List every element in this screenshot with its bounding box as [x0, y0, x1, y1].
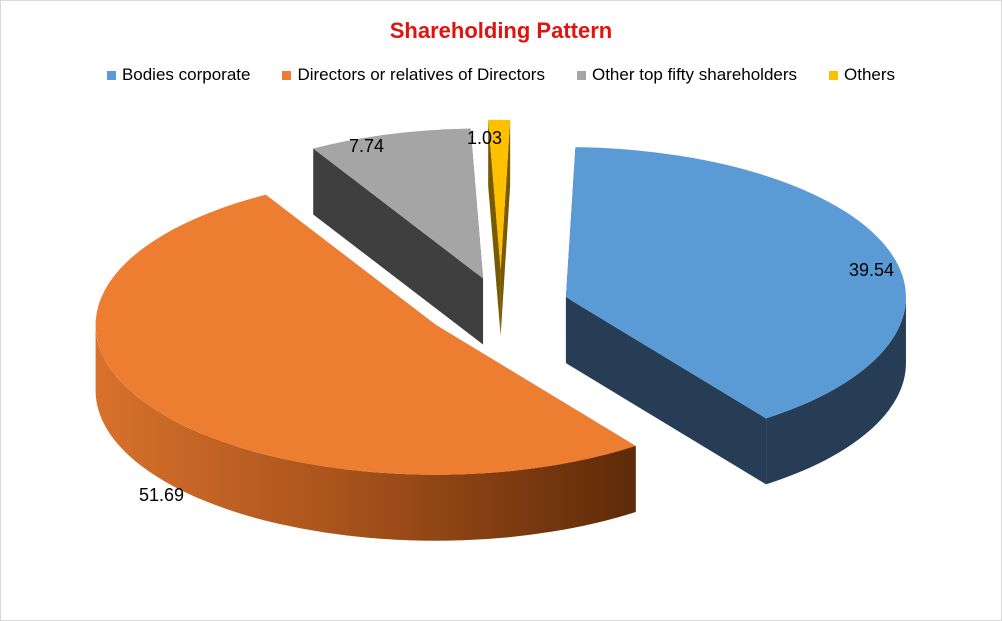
slice-others	[488, 119, 511, 336]
legend-swatch	[576, 70, 586, 80]
data-label-other-top-fifty: 7.74	[349, 136, 384, 156]
data-label-bodies-corporate: 39.54	[849, 260, 894, 280]
slice-directors	[95, 194, 636, 541]
legend-label: Others	[844, 65, 896, 84]
slice-other-top-fifty-top	[313, 128, 484, 279]
chart-title: Shareholding Pattern	[389, 18, 613, 43]
slice-directors-rim	[95, 324, 636, 541]
slice-other-top-fifty-wall-start	[313, 148, 484, 345]
slice-bodies-corporate	[565, 147, 906, 485]
slice-others-wall-start	[488, 119, 501, 336]
legend: Bodies corporate Directors or relatives …	[1, 65, 1001, 85]
legend-item-other-top-fifty: Other top fifty shareholders	[576, 65, 798, 85]
data-label-directors: 51.69	[139, 485, 184, 505]
slice-others-top	[488, 119, 511, 270]
slice-others-wall-end	[500, 119, 511, 336]
legend-swatch	[829, 70, 839, 80]
slice-bodies-corporate-top	[565, 147, 906, 419]
slice-directors-top	[95, 194, 636, 475]
legend-label: Directors or relatives of Directors	[297, 65, 545, 84]
data-label-others: 1.03	[467, 128, 502, 148]
legend-swatch	[282, 70, 292, 80]
slice-bodies-corporate-wall-end	[565, 297, 767, 485]
legend-item-bodies-corporate: Bodies corporate	[106, 65, 251, 85]
legend-label: Bodies corporate	[121, 65, 251, 84]
slice-bodies-corporate-rim	[766, 297, 906, 485]
legend-item-others: Others	[829, 65, 895, 85]
legend-item-directors: Directors or relatives of Directors	[282, 65, 545, 85]
legend-swatch	[106, 70, 116, 80]
slice-other-top-fifty	[313, 128, 484, 345]
legend-label: Other top fifty shareholders	[591, 65, 798, 84]
